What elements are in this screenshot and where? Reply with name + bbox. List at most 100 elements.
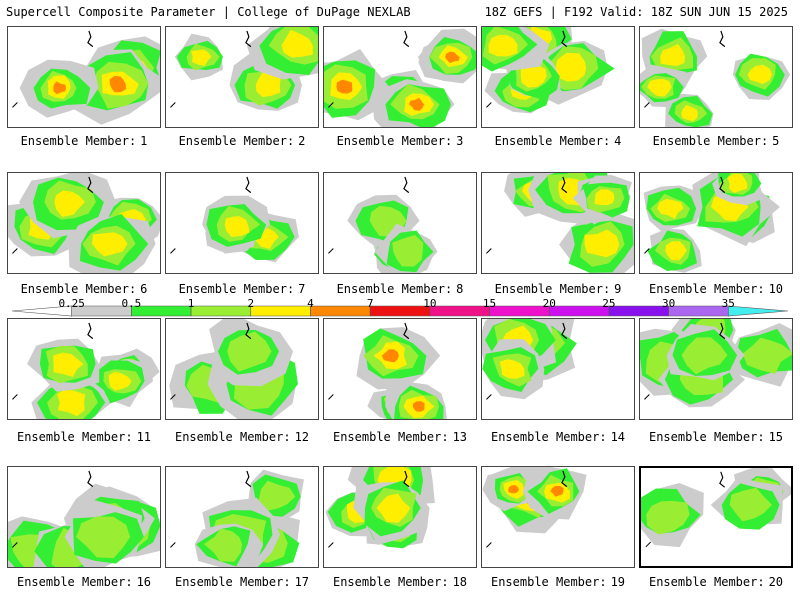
scp-contour bbox=[657, 198, 684, 219]
scp-contour bbox=[76, 516, 131, 559]
run-info: 18Z GEFS | F192 Valid: 18Z SUN JUN 15 20… bbox=[484, 5, 788, 19]
scp-contour bbox=[729, 487, 773, 522]
member-map bbox=[482, 467, 587, 548]
member-label: Ensemble Member: 9 bbox=[479, 282, 637, 296]
coastline bbox=[561, 470, 568, 488]
colorbar-tick-label: 4 bbox=[307, 297, 314, 310]
ensemble-member-panel[interactable] bbox=[165, 318, 319, 420]
member-number: 15 bbox=[768, 430, 784, 444]
coastline bbox=[245, 322, 252, 340]
coastline bbox=[719, 30, 726, 48]
member-label: Ensemble Member: 13 bbox=[321, 430, 479, 444]
member-label-prefix: Ensemble Member: bbox=[20, 282, 137, 296]
ensemble-member-panel[interactable] bbox=[639, 466, 793, 568]
member-number: 18 bbox=[452, 575, 468, 589]
member-map bbox=[8, 470, 160, 567]
coastline bbox=[12, 394, 18, 400]
ensemble-member-panel[interactable] bbox=[481, 26, 635, 128]
colorbar-tick-label: 15 bbox=[482, 297, 497, 310]
ensemble-member-panel[interactable] bbox=[639, 318, 793, 420]
member-map bbox=[328, 322, 447, 419]
scp-contour bbox=[555, 52, 587, 82]
colorbar-tick-label: 0.5 bbox=[121, 297, 142, 310]
ensemble-member-panel[interactable] bbox=[165, 172, 319, 274]
member-label: Ensemble Member: 20 bbox=[637, 575, 795, 589]
scp-contour bbox=[376, 493, 411, 523]
member-number: 16 bbox=[136, 575, 152, 589]
coastline bbox=[87, 322, 94, 340]
member-label-prefix: Ensemble Member: bbox=[494, 282, 611, 296]
coastline bbox=[644, 394, 650, 400]
coastline bbox=[719, 176, 726, 194]
coastline bbox=[12, 248, 18, 254]
colorbar-segment bbox=[548, 305, 610, 317]
colorbar-segment bbox=[190, 305, 252, 317]
coastline bbox=[170, 248, 176, 254]
scp-contour bbox=[499, 359, 525, 379]
ensemble-member-panel[interactable] bbox=[639, 172, 793, 274]
member-number: 17 bbox=[294, 575, 310, 589]
member-label-prefix: Ensemble Member: bbox=[16, 575, 133, 589]
colorbar-tick-label: 10 bbox=[423, 297, 437, 310]
coastline bbox=[328, 542, 334, 548]
member-label-prefix: Ensemble Member: bbox=[648, 575, 765, 589]
coastline bbox=[644, 248, 650, 254]
member-label: Ensemble Member: 8 bbox=[321, 282, 479, 296]
ensemble-member-panel[interactable] bbox=[323, 466, 477, 568]
ensemble-member-panel[interactable] bbox=[323, 172, 477, 274]
ensemble-member-panel[interactable] bbox=[165, 26, 319, 128]
ensemble-member-panel[interactable] bbox=[639, 26, 793, 128]
colorbar-tick-label: 2 bbox=[247, 297, 255, 310]
coastline bbox=[87, 470, 94, 488]
member-label-prefix: Ensemble Member: bbox=[490, 575, 607, 589]
member-number: 5 bbox=[772, 134, 780, 148]
member-map bbox=[170, 176, 299, 263]
member-label-prefix: Ensemble Member: bbox=[494, 134, 611, 148]
member-label-prefix: Ensemble Member: bbox=[490, 430, 607, 444]
ensemble-member-panel[interactable] bbox=[7, 466, 161, 568]
member-label: Ensemble Member: 14 bbox=[479, 430, 637, 444]
ensemble-member-panel[interactable] bbox=[7, 172, 161, 274]
scp-contour bbox=[92, 232, 128, 257]
member-label-prefix: Ensemble Member: bbox=[332, 575, 449, 589]
colorbar-segment bbox=[668, 305, 729, 317]
scp-contour bbox=[256, 480, 296, 511]
ensemble-member-panel[interactable] bbox=[7, 318, 161, 420]
scp-contour bbox=[665, 241, 687, 261]
ensemble-member-panel[interactable] bbox=[165, 466, 319, 568]
coastline bbox=[328, 394, 334, 400]
ensemble-member-panel[interactable] bbox=[481, 318, 635, 420]
member-label: Ensemble Member: 17 bbox=[163, 575, 321, 589]
coastline bbox=[486, 394, 492, 400]
member-label: Ensemble Member: 6 bbox=[5, 282, 163, 296]
member-map bbox=[643, 173, 781, 273]
ensemble-member-panel[interactable] bbox=[323, 318, 477, 420]
member-label-prefix: Ensemble Member: bbox=[174, 575, 291, 589]
member-number: 12 bbox=[294, 430, 310, 444]
coastline bbox=[403, 176, 410, 194]
member-label: Ensemble Member: 11 bbox=[5, 430, 163, 444]
scp-contour bbox=[224, 216, 250, 237]
ensemble-member-panel[interactable] bbox=[481, 466, 635, 568]
scp-contour bbox=[488, 34, 518, 57]
colorbar-segment bbox=[728, 305, 788, 317]
ensemble-member-panel[interactable] bbox=[481, 172, 635, 274]
colorbar-segment bbox=[429, 305, 490, 317]
scp-contour bbox=[409, 97, 425, 111]
scp-contour bbox=[227, 331, 272, 372]
member-number: 11 bbox=[136, 430, 152, 444]
map-title: Supercell Composite Parameter | College … bbox=[6, 5, 411, 19]
scp-contour bbox=[660, 43, 686, 67]
scp-contour bbox=[445, 51, 460, 64]
member-label-prefix: Ensemble Member: bbox=[174, 430, 291, 444]
colorbar-segment bbox=[250, 305, 311, 317]
coastline bbox=[561, 30, 568, 48]
ensemble-member-panel[interactable] bbox=[7, 26, 161, 128]
coastline bbox=[486, 248, 492, 254]
member-label: Ensemble Member: 2 bbox=[163, 134, 321, 148]
coastline bbox=[245, 176, 252, 194]
colorbar-segment bbox=[369, 305, 431, 317]
member-map bbox=[640, 28, 791, 127]
member-label: Ensemble Member: 4 bbox=[479, 134, 637, 148]
ensemble-member-panel[interactable] bbox=[323, 26, 477, 128]
